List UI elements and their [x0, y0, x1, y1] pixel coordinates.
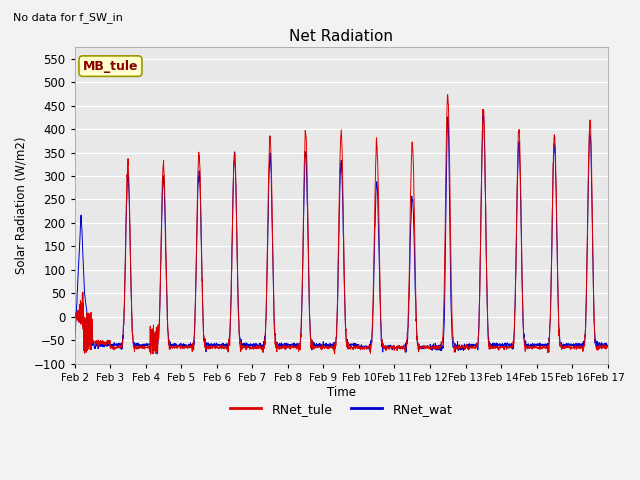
Title: Net Radiation: Net Radiation — [289, 29, 393, 44]
Y-axis label: Solar Radiation (W/m2): Solar Radiation (W/m2) — [15, 137, 28, 274]
Text: MB_tule: MB_tule — [83, 60, 138, 72]
X-axis label: Time: Time — [326, 385, 356, 398]
Legend: RNet_tule, RNet_wat: RNet_tule, RNet_wat — [225, 398, 457, 421]
Text: No data for f_SW_in: No data for f_SW_in — [13, 12, 123, 23]
